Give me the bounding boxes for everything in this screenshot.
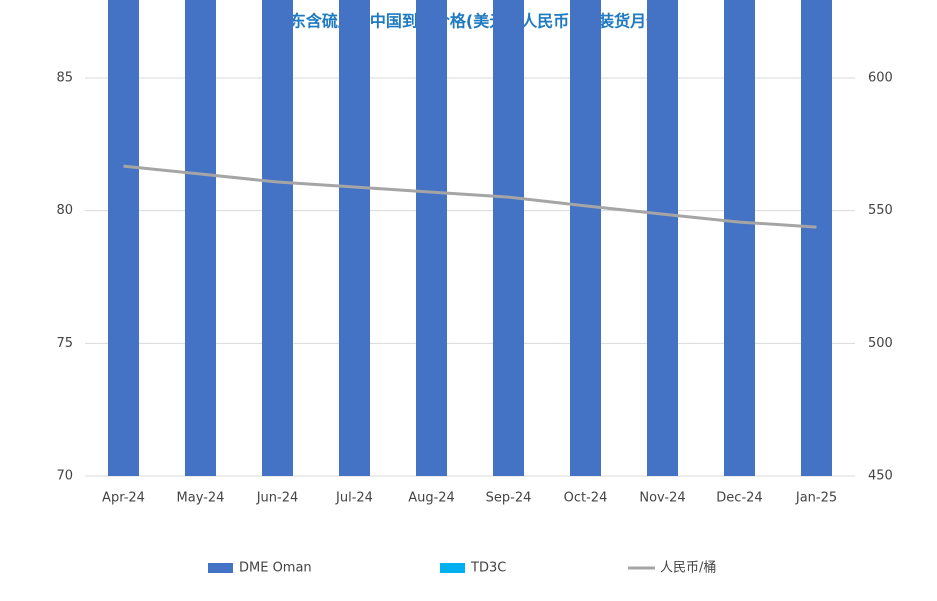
- y2-tick-label: 450: [868, 469, 893, 484]
- bar-segment: [570, 0, 601, 476]
- legend-label: DME Oman: [239, 561, 312, 576]
- bar-segment: [647, 0, 678, 476]
- x-tick-label: May-24: [177, 491, 225, 506]
- bar-segment: [339, 0, 370, 476]
- y2-tick-label: 550: [868, 203, 893, 218]
- legend-swatch: [440, 563, 465, 573]
- x-tick-label: Sep-24: [486, 491, 532, 506]
- bar-segment: [801, 0, 832, 476]
- chart-title: 中东含硫原油中国到岸价格(美元＆人民币) 按装货月份: [274, 12, 663, 31]
- legend-label: 人民币/桶: [660, 561, 716, 576]
- x-tick-label: Dec-24: [716, 491, 762, 506]
- y-tick-label: 70: [56, 469, 73, 484]
- x-tick-label: Apr-24: [102, 491, 145, 506]
- bar-segment: [724, 0, 755, 476]
- bar-segment: [185, 0, 216, 476]
- bar-segment: [493, 0, 524, 476]
- y-tick-label: 75: [56, 336, 73, 351]
- y2-tick-label: 500: [868, 336, 893, 351]
- bar-segment: [262, 0, 293, 476]
- line-series: [123, 164, 817, 229]
- x-tick-label: Nov-24: [639, 491, 685, 506]
- bar-segment: [108, 0, 139, 476]
- legend-swatch: [208, 563, 233, 573]
- y-tick-label: 80: [56, 203, 73, 218]
- y2-tick-label: 600: [868, 71, 893, 86]
- x-tick-label: Jan-25: [795, 491, 837, 506]
- x-tick-label: Jun-24: [256, 491, 299, 506]
- x-tick-label: Jul-24: [335, 491, 373, 506]
- legend-label: TD3C: [470, 561, 506, 576]
- x-tick-label: Aug-24: [408, 491, 455, 506]
- x-tick-label: Oct-24: [564, 491, 608, 506]
- bar-segment: [416, 0, 447, 476]
- y-tick-label: 85: [56, 71, 73, 86]
